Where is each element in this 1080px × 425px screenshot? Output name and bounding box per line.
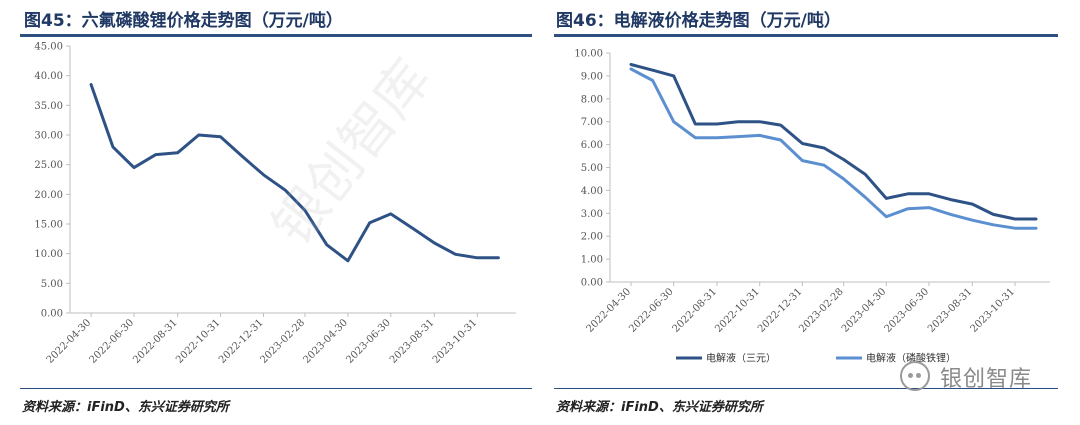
brand-watermark: 银创智库 [940, 367, 1033, 392]
y-tick-label: 5.00 [581, 163, 603, 174]
x-tick-label: 2022-10-31 [713, 286, 762, 335]
chart-title: 图46：电解液价格走势图（万元/吨） [556, 11, 841, 31]
y-tick-label: 40.00 [34, 71, 63, 82]
y-tick-label: 20.00 [34, 190, 63, 201]
series-line-lfp [629, 67, 1038, 230]
legend-label: 电解液（三元） [706, 352, 776, 365]
source-divider [554, 388, 1058, 389]
y-tick-label: 9.00 [581, 71, 603, 82]
chart-panel-lipf6: 图45：六氟磷酸锂价格走势图（万元/吨） 0.00 5.00 10.00 15.00 2… [20, 11, 532, 415]
x-tick-label: 2022-08-31 [131, 317, 180, 366]
electrolyte-price-chart: 0.00 1.00 2.00 3.00 4.00 5.00 6.00 7.00 8.00 9.00… [574, 49, 1050, 365]
source-note: 资料来源：iFinD、东兴证券研究所 [556, 400, 763, 415]
y-tick-label: 1.00 [581, 255, 603, 266]
source-divider [20, 388, 532, 389]
y-tick-label: 30.00 [34, 131, 63, 142]
x-tick-label: 2022-06-30 [627, 286, 676, 335]
y-tick-label: 0.00 [41, 309, 63, 320]
y-tick-label: 35.00 [34, 101, 63, 112]
x-tick-label: 2023-08-31 [388, 317, 437, 366]
x-tick-label: 2022-06-30 [88, 317, 137, 366]
y-tick-label: 3.00 [581, 209, 603, 220]
x-tick-label: 2022-04-30 [585, 286, 634, 335]
source-note: 资料来源：iFinD、东兴证券研究所 [22, 400, 229, 415]
chart-title: 图45：六氟磷酸锂价格走势图（万元/吨） [24, 11, 343, 31]
x-tick-label: 2023-06-30 [344, 317, 393, 366]
x-tick-label: 2023-10-31 [431, 317, 480, 366]
y-tick-label: 4.00 [581, 186, 603, 197]
x-tick-label: 2023-02-28 [259, 317, 308, 366]
x-tick-label: 2023-04-30 [840, 286, 889, 335]
x-tick-label: 2023-06-30 [883, 286, 932, 335]
legend-label: 电解液（磷酸铁锂） [866, 352, 956, 365]
y-tick-label: 0.00 [581, 278, 603, 289]
title-divider [20, 34, 532, 37]
y-tick-label: 5.00 [41, 279, 63, 290]
lipf6-price-chart: 0.00 5.00 10.00 15.00 20.00 25.00 30.00 35.00 40… [34, 42, 516, 366]
y-tick-label: 10.00 [574, 49, 603, 60]
y-tick-label: 25.00 [34, 160, 63, 171]
y-tick-label: 7.00 [581, 117, 603, 128]
y-tick-label: 10.00 [34, 249, 63, 260]
series-line-lipf6 [89, 83, 500, 263]
y-tick-label: 8.00 [581, 94, 603, 105]
chart-panel-electrolyte: 图46：电解液价格走势图（万元/吨） 0.00 1.00 2.00 3.00 4.00 5… [540, 0, 1080, 425]
y-tick-label: 45.00 [34, 42, 63, 53]
series-line-ternary [629, 63, 1038, 221]
x-tick-label: 2023-10-31 [969, 286, 1018, 335]
x-tick-label: 2023-08-31 [926, 286, 975, 335]
x-tick-label: 2022-08-31 [671, 286, 720, 335]
y-tick-label: 15.00 [34, 220, 63, 231]
x-tick-label: 2023-02-28 [797, 286, 846, 335]
title-divider [554, 34, 1058, 37]
y-tick-label: 2.00 [581, 232, 603, 243]
x-tick-label: 2023-04-30 [301, 317, 350, 366]
x-tick-label: 2022-10-31 [174, 317, 223, 366]
x-tick-label: 2022-04-30 [45, 317, 94, 366]
wechat-logo-icon [900, 361, 930, 391]
y-tick-label: 6.00 [581, 140, 603, 151]
